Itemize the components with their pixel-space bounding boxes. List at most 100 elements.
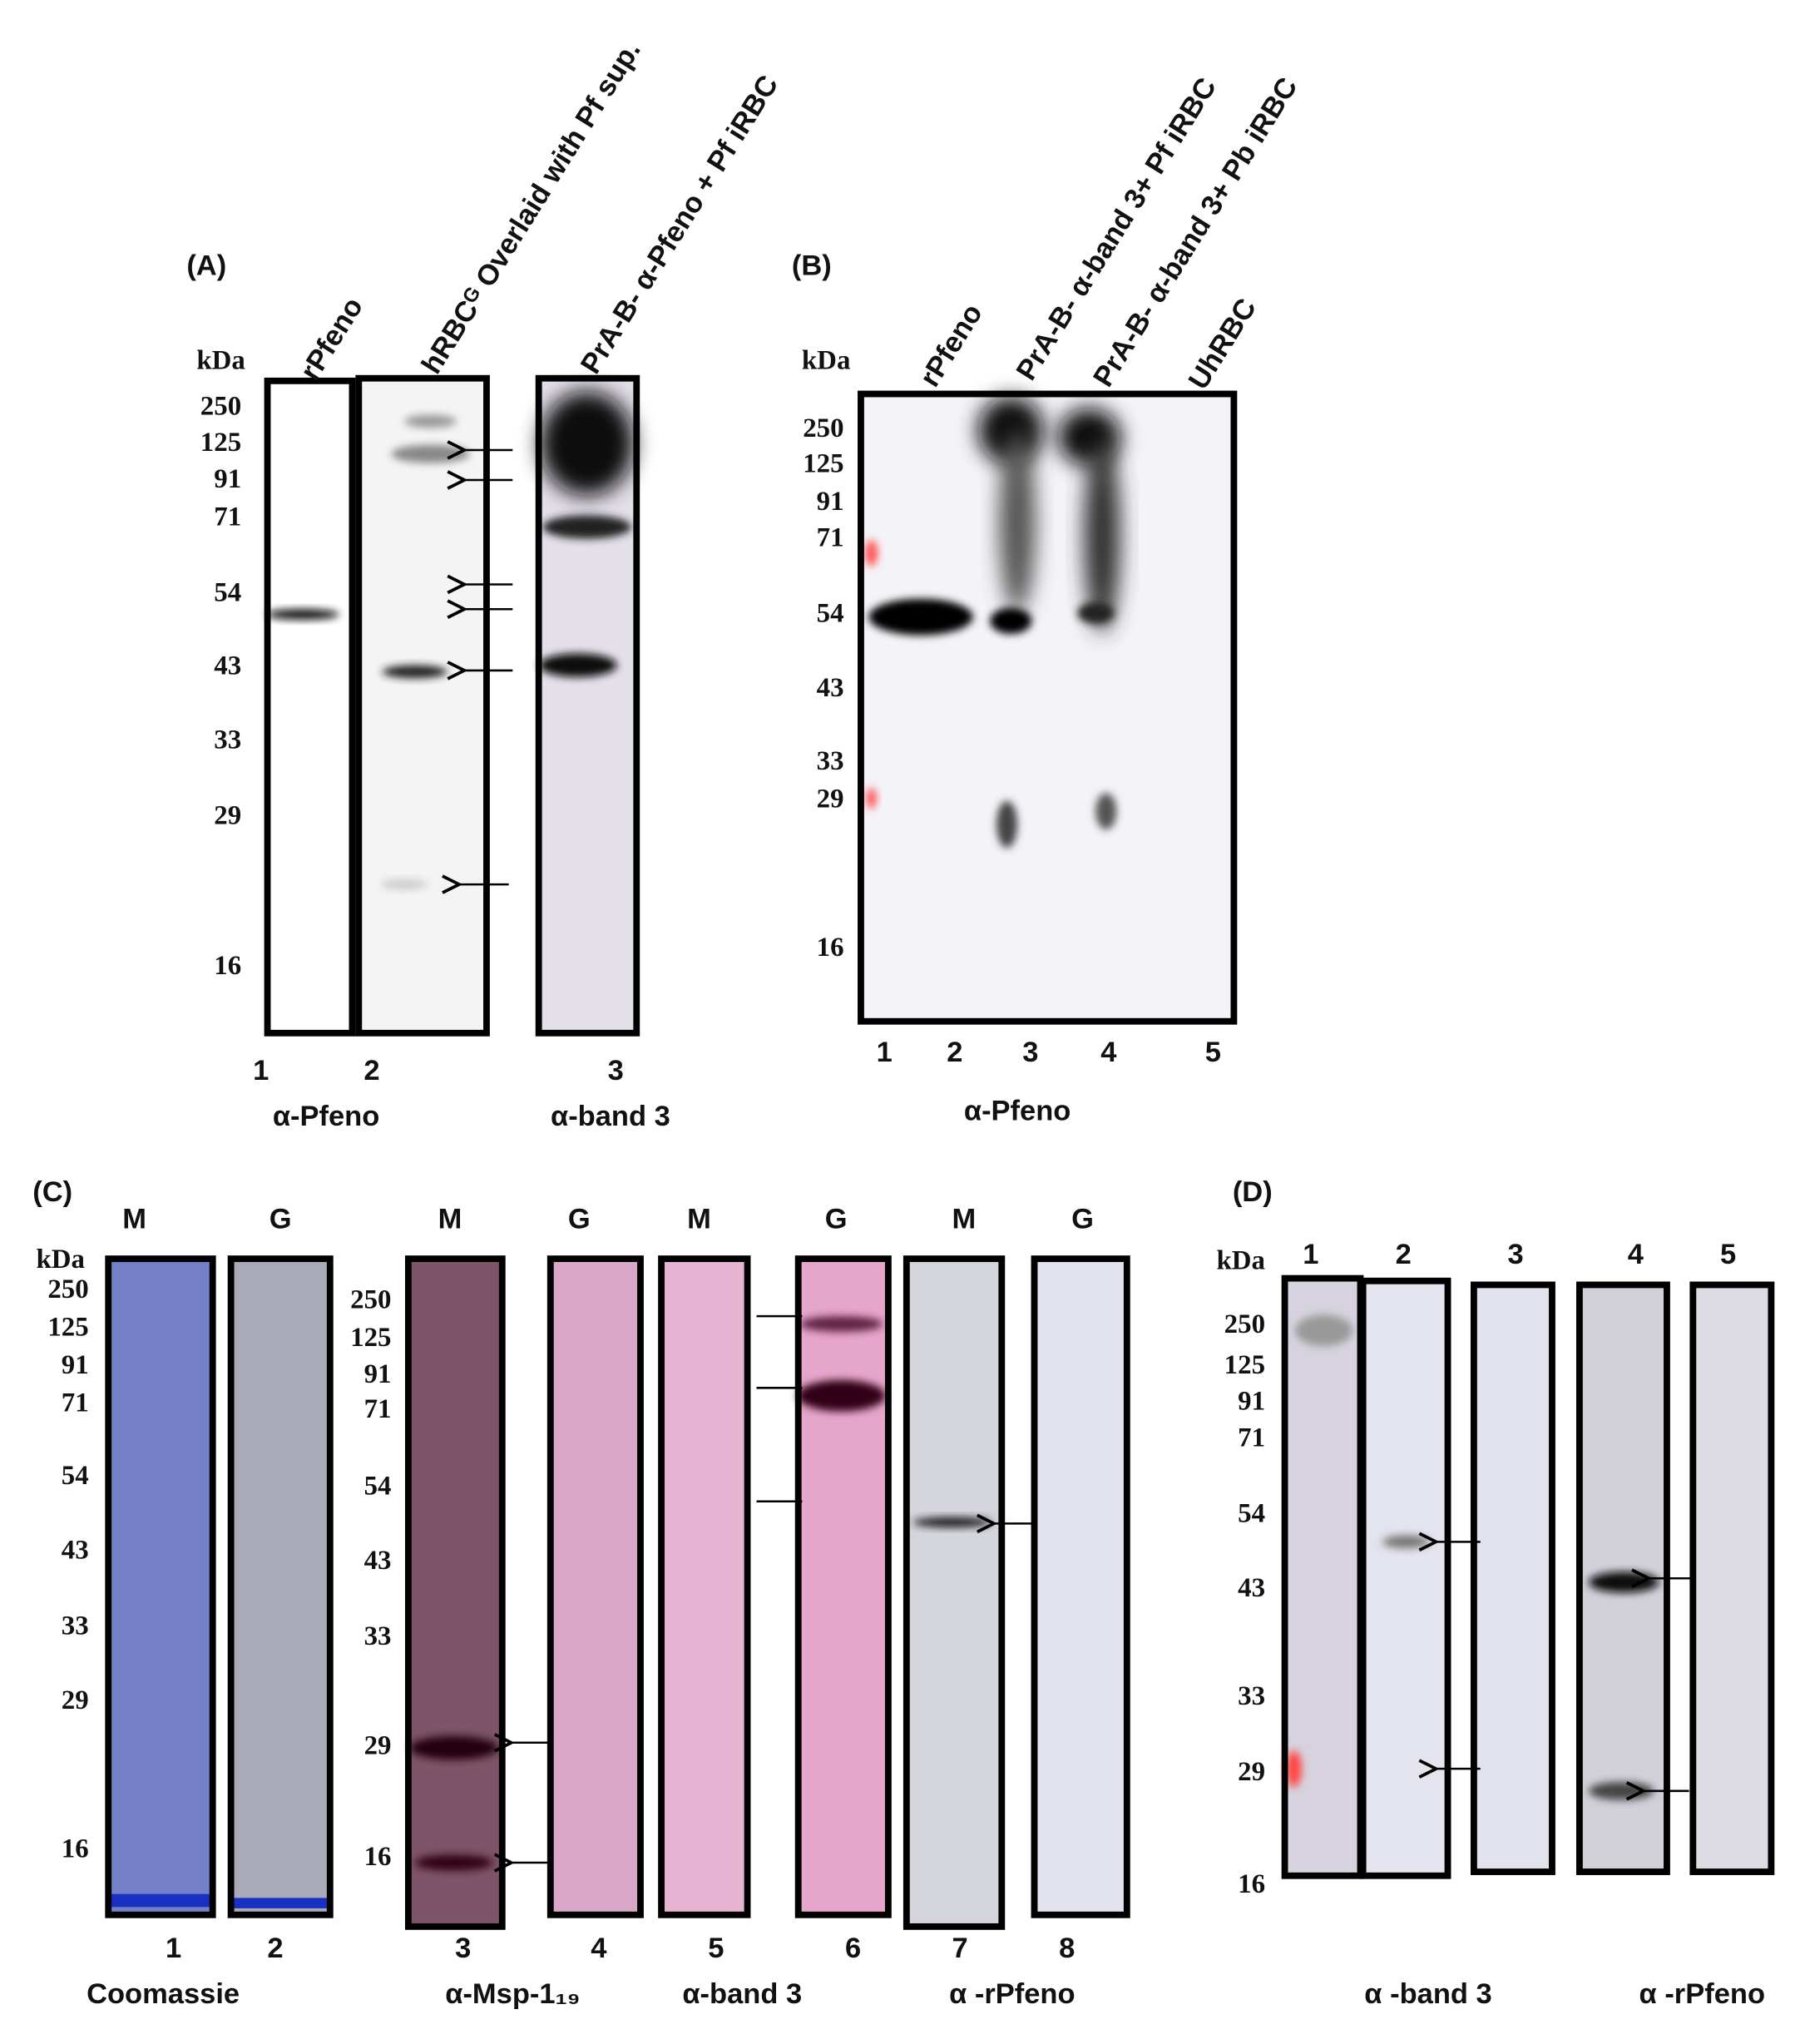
marker-label: 16 — [817, 933, 844, 963]
lane-number: 5 — [708, 1933, 724, 1964]
lane-number: 1 — [253, 1055, 269, 1086]
antibody-label: α -band 3 — [1364, 1978, 1491, 2010]
lane-number: 5 — [1205, 1037, 1221, 1068]
lane-letter: M — [438, 1204, 462, 1235]
marker-label: 29 — [817, 784, 844, 814]
marker-label: 43 — [364, 1546, 392, 1576]
unit-label: kDa — [802, 345, 851, 375]
lane-number: 3 — [1022, 1037, 1038, 1068]
marker-label: 125 — [47, 1312, 88, 1342]
antibody-label: α-band 3 — [682, 1978, 802, 2010]
marker-label: 54 — [364, 1472, 392, 1502]
marker-label: 43 — [214, 651, 241, 681]
unit-label: kDa — [196, 345, 245, 375]
marker-label: 71 — [817, 523, 844, 553]
marker-label: 29 — [214, 801, 241, 831]
lane-header: rPfeno — [294, 292, 369, 386]
panel-label: (C) — [32, 1176, 72, 1208]
lane-number: 4 — [1100, 1037, 1116, 1068]
marker-label: 33 — [1238, 1681, 1265, 1711]
blot-c — [105, 1255, 1130, 1930]
marker-label: 16 — [62, 1834, 89, 1864]
lane-number: 2 — [947, 1037, 962, 1068]
marker-label: 43 — [1238, 1573, 1265, 1603]
marker-label: 29 — [62, 1685, 89, 1715]
lane-number: 3 — [455, 1933, 471, 1964]
marker-label: 54 — [62, 1461, 89, 1491]
blot-b — [858, 390, 1238, 1025]
lane-number: 1 — [877, 1037, 893, 1068]
marker-label: 71 — [62, 1388, 89, 1418]
lane-number: 3 — [1507, 1239, 1523, 1270]
lane-letter: G — [568, 1204, 591, 1235]
lane-number: 7 — [952, 1933, 968, 1964]
antibody-label: α -rPfeno — [1639, 1978, 1765, 2010]
marker-label: 71 — [1238, 1423, 1265, 1453]
marker-label: 54 — [817, 599, 844, 629]
lane-letter: G — [1071, 1204, 1094, 1235]
marker-label: 33 — [817, 746, 844, 776]
marker-label: 91 — [1238, 1387, 1265, 1417]
marker-label: 91 — [62, 1350, 89, 1380]
antibody-label: α-Pfeno — [273, 1101, 379, 1132]
lane-number: 2 — [363, 1055, 379, 1086]
lane-letter: G — [825, 1204, 848, 1235]
marker-label: 54 — [1238, 1499, 1265, 1529]
marker-label: 29 — [364, 1731, 392, 1761]
antibody-label: α -rPfeno — [949, 1978, 1075, 2010]
lane-header: UhRBC — [1183, 293, 1263, 394]
lane-number: 5 — [1720, 1239, 1736, 1270]
lane-number: 3 — [608, 1055, 624, 1086]
marker-label: 16 — [364, 1842, 392, 1872]
marker-label: 33 — [62, 1611, 89, 1641]
marker-label: 125 — [200, 428, 241, 458]
marker-label: 125 — [803, 448, 843, 478]
antibody-label: Coomassie — [87, 1978, 240, 2010]
marker-label: 91 — [364, 1359, 392, 1389]
panel-label: (D) — [1233, 1176, 1273, 1208]
lane-letter: G — [270, 1204, 292, 1235]
blot-d — [1281, 1274, 1775, 1879]
marker-label: 43 — [62, 1535, 89, 1565]
marker-label: 91 — [817, 487, 844, 517]
marker-label: 125 — [1224, 1350, 1265, 1380]
marker-label: 71 — [214, 502, 241, 532]
blot-a — [264, 374, 640, 1037]
panel-label: (A) — [186, 250, 226, 282]
lane-number: 2 — [1396, 1239, 1412, 1270]
marker-label: 250 — [1224, 1309, 1265, 1339]
lane-number: 8 — [1059, 1933, 1075, 1964]
marker-label: 33 — [214, 725, 241, 755]
marker-label: 16 — [214, 951, 241, 981]
lane-number: 1 — [1303, 1239, 1318, 1270]
marker-label: 250 — [350, 1284, 391, 1314]
marker-label: 33 — [364, 1621, 392, 1651]
antibody-label: α-band 3 — [551, 1101, 670, 1132]
lane-number: 4 — [591, 1933, 606, 1964]
antibody-label: α-Pfeno — [964, 1096, 1071, 1127]
marker-label: 43 — [817, 673, 844, 703]
lane-number: 6 — [845, 1933, 861, 1964]
marker-label: 16 — [1238, 1869, 1265, 1899]
lane-header: rPfeno — [914, 299, 989, 393]
lane-number: 2 — [267, 1933, 283, 1964]
lane-number: 4 — [1628, 1239, 1644, 1270]
marker-label: 71 — [364, 1394, 392, 1424]
marker-label: 91 — [214, 464, 241, 494]
marker-label: 250 — [200, 391, 241, 421]
marker-label: 125 — [350, 1323, 391, 1353]
marker-label: 250 — [47, 1274, 88, 1304]
marker-label: 54 — [214, 578, 241, 608]
panel-label: (B) — [792, 250, 832, 282]
unit-label: kDa — [36, 1245, 85, 1274]
lane-letter: M — [687, 1204, 711, 1235]
unit-label: kDa — [1216, 1245, 1265, 1275]
lane-number: 1 — [166, 1933, 181, 1964]
marker-label: 250 — [803, 413, 843, 443]
lane-letter: M — [952, 1204, 976, 1235]
lane-letter: M — [122, 1204, 146, 1235]
marker-label: 29 — [1238, 1757, 1265, 1787]
antibody-label: α-Msp-1₁₉ — [445, 1978, 580, 2010]
